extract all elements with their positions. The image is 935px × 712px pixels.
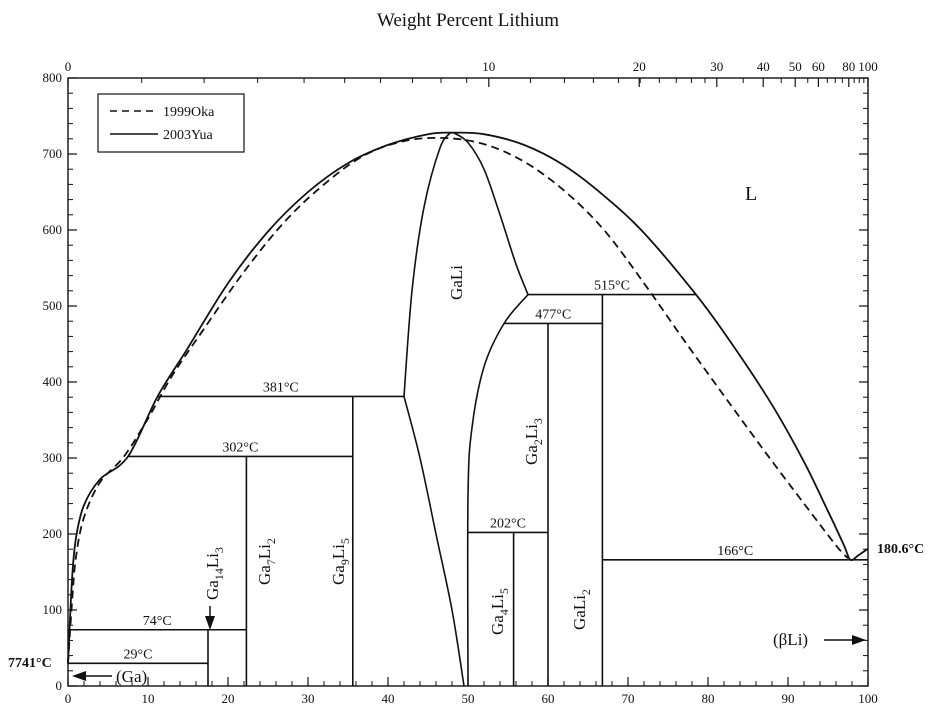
phase-label-ga4li5: Ga4Li5 (488, 588, 511, 635)
top-tick-label: 100 (858, 59, 878, 74)
chart-title: Weight Percent Lithium (377, 10, 559, 31)
x-tick-label: 60 (542, 691, 555, 706)
x-tick-label: 70 (622, 691, 635, 706)
liquidus-2003yua (67, 131, 869, 664)
li-melting-label: 180.6°C (877, 542, 924, 557)
top-tick-label: 60 (812, 59, 825, 74)
y-tick-label: 100 (43, 602, 63, 617)
legend-label-1999oka: 1999Oka (163, 105, 215, 120)
top-tick-label: 20 (633, 59, 646, 74)
invariant-temp-label: 515°C (594, 279, 630, 294)
liquidus-1999oka (67, 136, 849, 664)
phase-label-ga2li3: Ga2Li3 (522, 418, 545, 465)
phase-label-ga9li5: Ga9Li5 (329, 538, 352, 585)
x-tick-label: 40 (382, 691, 395, 706)
li-arrow-icon (824, 635, 866, 645)
invariant-temp-label: 166°C (717, 544, 753, 559)
top-tick-label: 80 (842, 59, 855, 74)
x-tick-label: 90 (782, 691, 795, 706)
x-tick-label: 0 (65, 691, 72, 706)
top-tick-label: 30 (710, 59, 723, 74)
axes: 0 10 20 30 40 50 60 70 80 90 100010020030040050060… (43, 59, 878, 706)
y-tick-label: 800 (43, 70, 63, 85)
x-tick-label: 50 (462, 691, 475, 706)
x-tick-label: 10 (142, 691, 155, 706)
phase-label-gali2: GaLi2 (570, 589, 593, 630)
invariant-temp-label: 29°C (124, 647, 153, 662)
boundary-gali-left (403, 132, 452, 397)
phase-label-ga14li3: Ga14Li3 (203, 547, 226, 600)
legend-box (97, 93, 245, 153)
invariant-temp-label: 302°C (222, 440, 258, 455)
phase-boundaries: 29°C 74°C 302°C 381°C 202°C 477°C 515°C 166°C (67, 131, 869, 687)
ga-arrow-icon (72, 671, 112, 681)
top-tick-label: 10 (482, 59, 495, 74)
y-tick-label: 300 (43, 450, 63, 465)
x-tick-label: 30 (302, 691, 315, 706)
y-tick-label: 500 (43, 298, 63, 313)
y-tick-label: 600 (43, 222, 63, 237)
legend-label-2003yua: 2003Yua (163, 128, 214, 143)
ga-melting-label: 7741°C (8, 656, 52, 671)
boundary-gali-right (453, 132, 529, 295)
y-tick-label: 0 (56, 678, 63, 693)
ga14li3-arrow-icon (205, 606, 215, 630)
phase-label-ga: (Ga) (116, 667, 147, 686)
top-tick-label: 40 (757, 59, 770, 74)
x-tick-label: 80 (702, 691, 715, 706)
phase-label-beta-li: (βLi) (773, 630, 808, 649)
phase-label-ga7li2: Ga7Li2 (255, 538, 278, 585)
invariant-temp-label: 202°C (490, 516, 526, 531)
invariant-temp-label: 74°C (143, 614, 172, 629)
top-tick-label: 50 (789, 59, 802, 74)
y-tick-label: 700 (43, 146, 63, 161)
invariant-temp-label: 477°C (535, 307, 571, 322)
y-tick-label: 400 (43, 374, 63, 389)
boundary-gali-lower-left (403, 396, 465, 687)
phase-label-liquid: L (745, 183, 757, 205)
invariant-temp-label: 381°C (263, 380, 299, 395)
legend: 1999Oka 2003Yua (97, 93, 245, 153)
x-tick-label: 100 (858, 691, 878, 706)
phase-label-gali: GaLi (447, 265, 466, 300)
x-tick-label: 20 (222, 691, 235, 706)
top-tick-label: 0 (65, 59, 72, 74)
y-tick-label: 200 (43, 526, 63, 541)
